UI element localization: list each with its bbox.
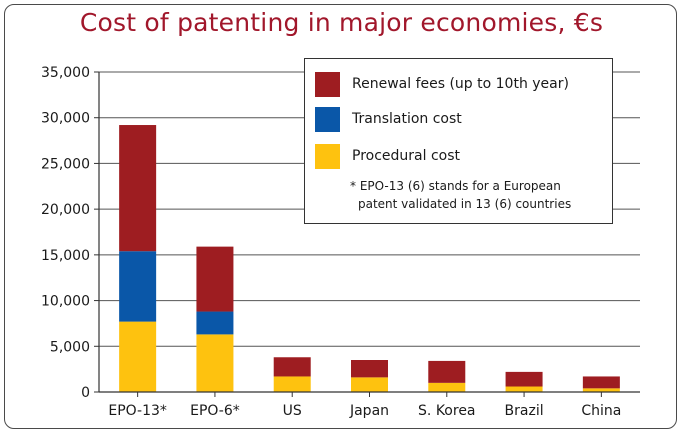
legend-footnote-line-2: patent validated in 13 (6) countries <box>358 197 572 211</box>
bar-segment <box>582 388 620 392</box>
legend-item-procedural: Procedural cost <box>315 141 460 171</box>
bar-segment <box>273 357 311 377</box>
y-tick-label: 10,000 <box>41 294 90 310</box>
y-tick-label: 25,000 <box>41 156 90 172</box>
legend: Renewal fees (up to 10th year) Translati… <box>304 58 613 224</box>
bar-segment <box>119 321 157 392</box>
legend-label-procedural: Procedural cost <box>352 148 461 164</box>
y-tick-label: 35,000 <box>41 65 90 81</box>
bar-segment <box>428 382 466 392</box>
bar-segment <box>196 334 234 392</box>
x-tick-label: China <box>581 403 621 419</box>
y-tick-label: 20,000 <box>41 202 90 218</box>
bar-segment <box>273 376 311 392</box>
legend-item-translation: Translation cost <box>315 104 462 134</box>
legend-swatch-translation <box>315 106 340 132</box>
y-tick-label: 5,000 <box>50 339 90 355</box>
x-axis-tick-labels: EPO-13* EPO-6* US Japan S. Korea Brazil China <box>108 403 621 419</box>
chart-title: Cost of patenting in major economies, €s <box>79 8 604 37</box>
legend-item-renewal: Renewal fees (up to 10th year) <box>315 69 569 99</box>
legend-label-translation: Translation cost <box>352 111 462 127</box>
x-tick-label: EPO-13* <box>108 403 167 419</box>
bar-segment <box>351 360 388 378</box>
x-tick-label: Brazil <box>505 403 544 419</box>
x-tick-label: S. Korea <box>418 403 475 419</box>
legend-swatch-procedural <box>315 143 340 169</box>
legend-footnote-line-1: * EPO-13 (6) stands for a European <box>350 179 561 193</box>
bar-segment <box>428 360 466 383</box>
axes <box>94 71 640 397</box>
bar-segment <box>196 311 234 335</box>
y-tick-label: 0 <box>81 385 90 401</box>
bar-segment <box>196 246 234 312</box>
bar-segment <box>119 125 157 252</box>
x-tick-label: EPO-6* <box>190 403 240 419</box>
bar-segment <box>351 377 388 392</box>
bar-segment <box>582 376 620 389</box>
y-tick-label: 30,000 <box>41 111 90 127</box>
x-tick-label: US <box>283 403 302 419</box>
bar-segment <box>505 371 543 387</box>
bars <box>119 125 620 392</box>
y-axis-tick-labels: 0 5,000 10,000 15,000 20,000 25,000 30,000 35,0… <box>41 65 90 401</box>
legend-label-renewal: Renewal fees (up to 10th year) <box>352 76 569 92</box>
legend-footnote: * EPO-13 (6) stands for a European paten… <box>350 177 610 213</box>
bar-segment <box>119 251 157 322</box>
bar-segment <box>505 386 543 392</box>
legend-swatch-renewal <box>315 71 340 97</box>
x-tick-label: Japan <box>349 403 389 419</box>
y-tick-label: 15,000 <box>41 248 90 264</box>
